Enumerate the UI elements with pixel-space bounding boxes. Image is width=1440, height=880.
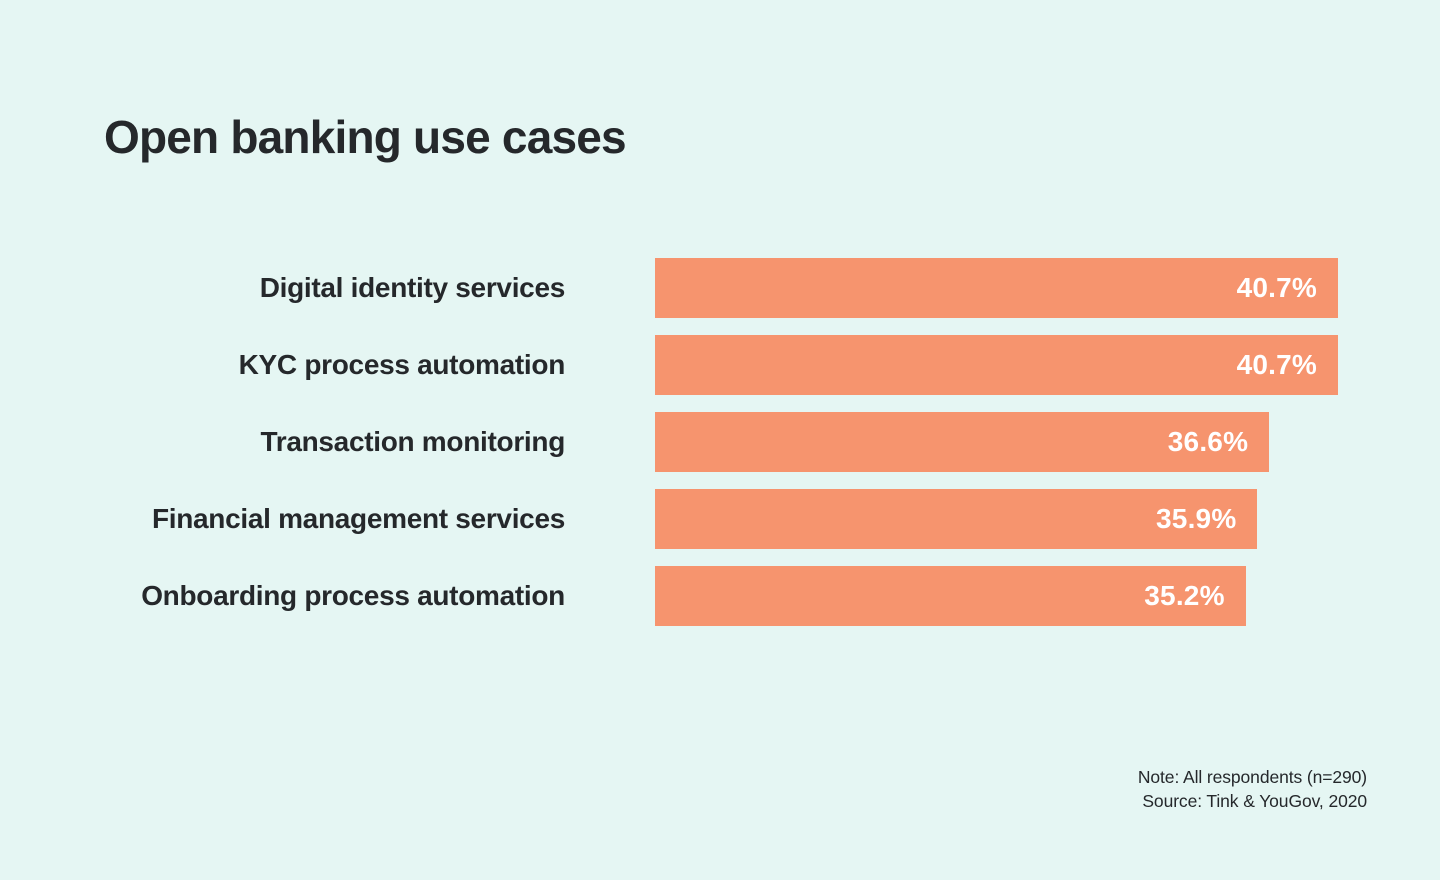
bar-chart: Digital identity services 40.7% KYC proc… xyxy=(0,258,1338,626)
bar-track: 36.6% xyxy=(655,412,1338,472)
footnote-source-line: Source: Tink & YouGov, 2020 xyxy=(1142,790,1367,811)
footnote-note-line: Note: All respondents (n=290) xyxy=(1137,767,1367,787)
category-label: Onboarding process automation xyxy=(141,580,565,611)
bar-row: Transaction monitoring 36.6% xyxy=(0,412,1338,472)
bar: 40.7% xyxy=(655,258,1338,318)
bar-track: 40.7% xyxy=(655,335,1338,395)
chart-title: Open banking use cases xyxy=(104,111,627,163)
bar-value-label: 36.6% xyxy=(1167,426,1249,457)
category-label: Financial management services xyxy=(151,503,565,534)
category-label: KYC process automation xyxy=(238,349,566,380)
bar-track: 35.9% xyxy=(655,489,1338,549)
bar-value-label: 40.7% xyxy=(1236,272,1317,303)
bar-track: 35.2% xyxy=(655,566,1338,626)
bar-row: Digital identity services 40.7% xyxy=(0,258,1338,318)
bar-value-label: 35.2% xyxy=(1144,580,1225,611)
bar-row: Financial management services 35.9% xyxy=(0,489,1338,549)
bar-track: 40.7% xyxy=(655,258,1338,318)
bar-row: KYC process automation 40.7% xyxy=(0,335,1338,395)
bar: 40.7% xyxy=(655,335,1338,395)
category-label: Transaction monitoring xyxy=(260,426,565,457)
bar: 35.9% xyxy=(655,489,1258,549)
bar: 36.6% xyxy=(655,412,1270,472)
bar-value-label: 35.9% xyxy=(1156,503,1237,534)
footnote: Note: All respondents (n=290) Source: Ti… xyxy=(1138,766,1367,813)
bar-value-label: 40.7% xyxy=(1236,349,1317,380)
bar-row: Onboarding process automation 35.2% xyxy=(0,566,1338,626)
bar: 35.2% xyxy=(655,566,1246,626)
category-label: Digital identity services xyxy=(259,272,566,303)
